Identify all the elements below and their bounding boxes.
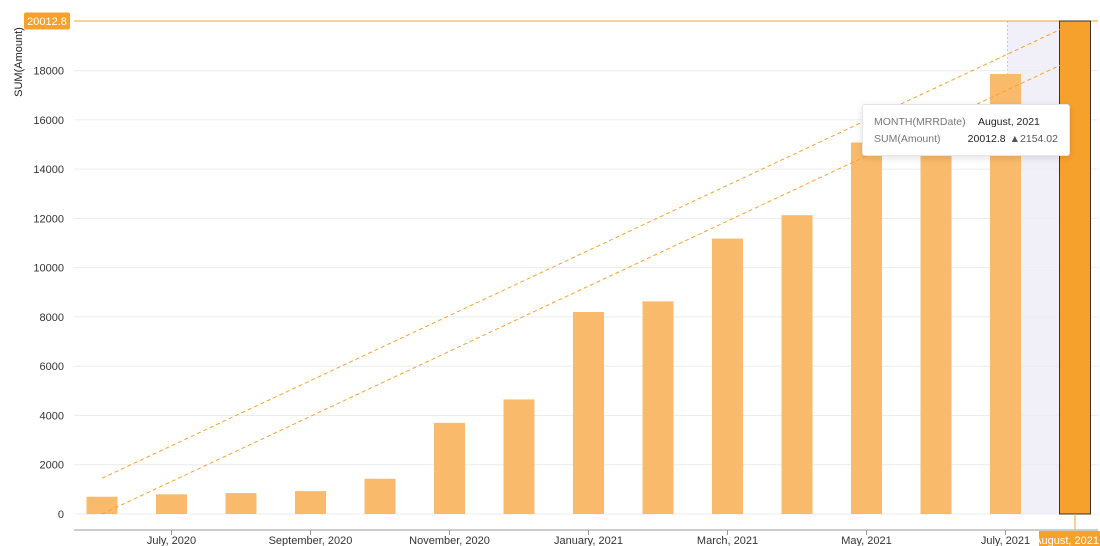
bar	[364, 478, 396, 514]
tooltip-delta: ▲2154.02	[1009, 132, 1058, 145]
highlight-x-label: August, 2021	[1034, 535, 1099, 546]
x-tick-label: September, 2020	[269, 535, 353, 546]
x-tick-label: July, 2020	[147, 535, 196, 546]
tooltip-row-month: MONTH(MRRDate) August, 2021	[874, 113, 1058, 130]
bar	[851, 142, 882, 514]
tooltip-key: SUM(Amount)	[874, 132, 941, 145]
bar	[86, 496, 118, 514]
bar	[156, 494, 187, 514]
tooltip-key: MONTH(MRRDate)	[874, 115, 966, 128]
y-tick-label: 6000	[40, 361, 64, 373]
y-tick-label: 16000	[33, 115, 64, 127]
y-tick-label: 2000	[40, 460, 64, 472]
bar	[225, 493, 257, 514]
y-tick-label: 18000	[33, 66, 64, 78]
bar	[573, 311, 604, 514]
y-tick-label: 8000	[40, 312, 64, 324]
x-tick-label: January, 2021	[554, 535, 623, 546]
tooltip-value: 20012.8	[967, 132, 1006, 145]
bar	[712, 238, 743, 514]
y-tick-label: 0	[58, 509, 64, 521]
y-axis-title: SUM(Amount)	[13, 27, 25, 97]
bar	[920, 107, 952, 514]
tooltip-row-amount: SUM(Amount) 20012.8 ▲2154.02	[874, 130, 1058, 147]
bar	[503, 399, 535, 514]
highlight-label-badge	[1039, 531, 1100, 546]
bar	[295, 491, 326, 514]
x-tick-label: November, 2020	[409, 535, 490, 546]
bar	[781, 215, 813, 514]
x-tick-label: March, 2021	[697, 535, 758, 546]
bar	[434, 422, 465, 514]
bar	[642, 301, 674, 514]
bar	[1059, 20, 1091, 515]
x-tick-label: May, 2021	[841, 535, 892, 546]
y-tick-label: 12000	[33, 213, 64, 225]
y-tick-label: 14000	[33, 164, 64, 176]
y-tick-label: 10000	[33, 263, 64, 275]
chart-tooltip: MONTH(MRRDate) August, 2021 SUM(Amount) …	[862, 104, 1070, 156]
max-value-label: 20012.8	[27, 16, 67, 28]
x-tick-label: July, 2021	[981, 535, 1030, 546]
max-value-badge	[24, 12, 70, 30]
y-tick-label: 4000	[40, 410, 64, 422]
tooltip-value: August, 2021	[978, 115, 1040, 128]
